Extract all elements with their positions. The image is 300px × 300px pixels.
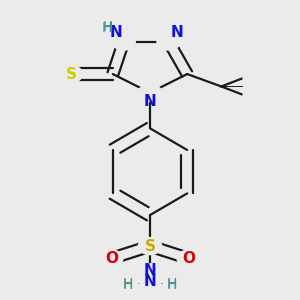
Text: ·: · [160,279,164,289]
Text: S: S [145,238,155,253]
Ellipse shape [112,33,135,50]
Ellipse shape [138,238,162,255]
Text: H: H [167,278,177,292]
Ellipse shape [157,33,180,50]
Text: —: — [231,80,243,93]
Ellipse shape [59,65,83,83]
Text: O: O [105,251,118,266]
Text: H: H [102,20,113,34]
Text: H: H [167,277,177,291]
Text: N: N [144,94,156,109]
Text: N: N [170,25,183,40]
Ellipse shape [177,250,200,267]
Text: ·: · [136,279,140,289]
Text: —: — [221,80,234,93]
Ellipse shape [138,84,162,101]
Text: H: H [123,277,134,291]
Text: O: O [182,251,195,266]
Text: H: H [123,278,134,292]
Text: H: H [102,21,112,34]
Ellipse shape [138,264,162,281]
Text: N: N [110,25,122,40]
Text: N: N [144,263,156,278]
Ellipse shape [100,250,123,267]
Text: S: S [65,67,76,82]
Text: N: N [144,274,156,289]
